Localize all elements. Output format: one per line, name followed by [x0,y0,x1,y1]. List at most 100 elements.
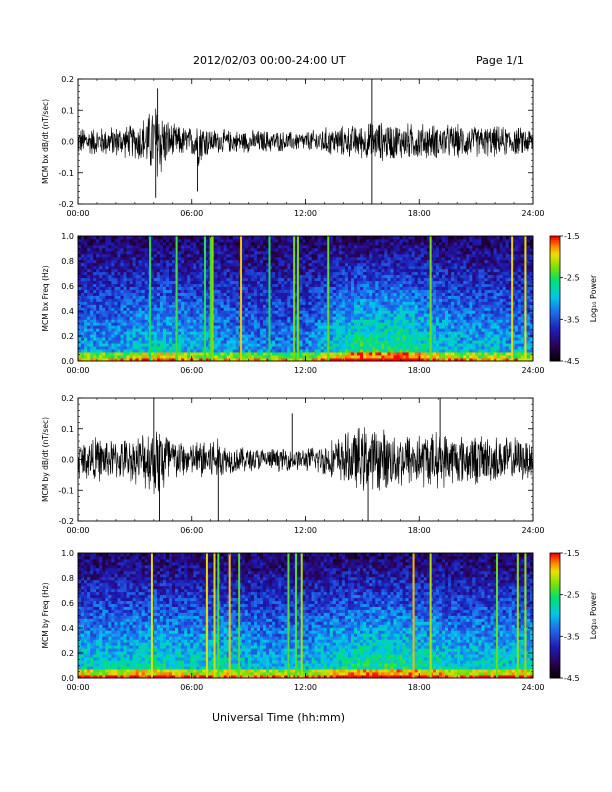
spectrogram-cell [387,268,391,273]
spectrogram-cell [299,334,303,338]
spectrogram-cell [302,271,306,276]
spectrogram-cell [357,241,361,246]
spectrogram-cell [272,250,276,255]
spectrogram-cell [244,298,249,302]
spectrogram-cell [338,241,343,246]
spectrogram-cell [360,337,364,341]
spectrogram-cell [278,331,282,335]
spectrogram-cell [320,313,325,317]
spectrogram-cell [396,355,400,359]
spectrogram-cell [260,289,264,293]
spectrogram-cell [363,355,367,359]
spectrogram-cell [396,283,400,287]
spectrogram-cell [229,289,234,293]
spectrogram-cell [235,343,240,347]
spectrogram-cell [329,310,334,314]
spectrogram-cell [332,337,337,341]
spectrogram-cell [305,328,309,332]
spectrogram-cell [281,319,285,323]
spectrogram-cell [150,331,155,335]
spectrogram-cell [156,349,161,353]
spectrogram-cell [217,331,221,335]
spectrogram-cell [229,286,234,290]
spectrogram-cell [226,289,231,293]
spectrogram-cell [84,358,88,362]
spectrogram-cell [159,331,164,335]
spectrogram-cell [220,304,224,308]
spectrogram-cell [256,277,261,282]
spectrogram-cell [220,298,224,302]
spectrogram-cell [90,289,94,293]
spectrogram-cell [165,286,170,290]
spectrogram-cell [150,304,155,308]
spectrogram-cell [423,238,428,243]
spectrogram-cell [372,241,376,246]
spectrogram-cell [199,319,203,323]
spectrogram-cell [90,304,94,308]
spectrogram-cell [393,355,397,359]
spectrogram-cell [132,268,137,273]
spectrogram-cell [241,322,246,326]
spectrogram-cell [366,250,370,255]
spectrogram-cell [308,322,312,326]
spectrogram-cell [423,328,428,332]
spectrogram-cell [141,313,146,317]
spectrogram-cell [329,346,334,350]
spectrogram-cell [105,310,109,314]
spectrogram-cell [181,250,185,255]
spectrogram-cell [129,304,133,308]
spectrogram-cell [126,352,130,356]
spectrogram-cell [81,331,85,335]
spectrogram-cell [369,271,373,276]
spectrogram-cell [181,274,185,279]
spectrogram-cell [323,355,328,359]
spectrogram-cell [153,295,158,299]
spectrogram-cell [290,244,294,249]
spectrogram-cell [411,295,416,299]
spectrogram-cell [378,337,382,341]
spectrogram-cell [329,304,334,308]
spectrogram-cell [241,247,246,252]
spectrogram-cell [387,352,391,356]
spectrogram-cell [84,250,88,255]
spectrogram-cell [220,250,224,255]
spectrogram-cell [426,307,431,311]
spectrogram-cell [332,343,337,347]
spectrogram-cell [308,313,312,317]
spectrogram-cell [381,253,385,258]
spectrogram-cell [302,295,306,299]
spectrogram-cell [159,310,164,314]
spectrogram-cell [247,304,252,308]
spectrogram-cell [399,292,403,296]
spectrogram-cell [196,352,200,356]
spectrogram-cell [414,343,419,347]
spectrogram-cell [305,259,309,264]
spectrogram-cell [138,355,143,359]
spectrogram-cell [165,277,170,282]
spectrogram-cell [244,265,249,270]
spectrogram-cell [184,244,188,249]
spectrogram-cell [253,244,258,249]
spectrogram-cell [375,241,379,246]
spectrogram-cell [338,265,343,270]
spectrogram-cell [426,322,431,326]
spectrogram-cell [275,304,279,308]
spectrogram-cell [235,268,240,273]
spectrogram-cell [250,343,255,347]
spectrogram-cell [299,337,303,341]
spectrogram-cell [314,346,319,350]
spectrogram-cell [344,316,349,320]
spectrogram-cell [305,319,309,323]
spectrogram-cell [378,349,382,353]
spectrogram-cell [402,340,406,344]
spectrogram-cell [205,316,209,320]
spectrogram-cell [93,337,97,341]
spectrogram-cell [426,310,431,314]
spectrogram-cell [335,244,340,249]
spectrogram-cell [302,340,306,344]
spectrogram-cell [150,316,155,320]
spectrogram-cell [196,298,200,302]
spectrogram-cell [169,352,173,356]
spectrogram-cell [220,328,224,332]
spectrogram-cell [129,331,133,335]
